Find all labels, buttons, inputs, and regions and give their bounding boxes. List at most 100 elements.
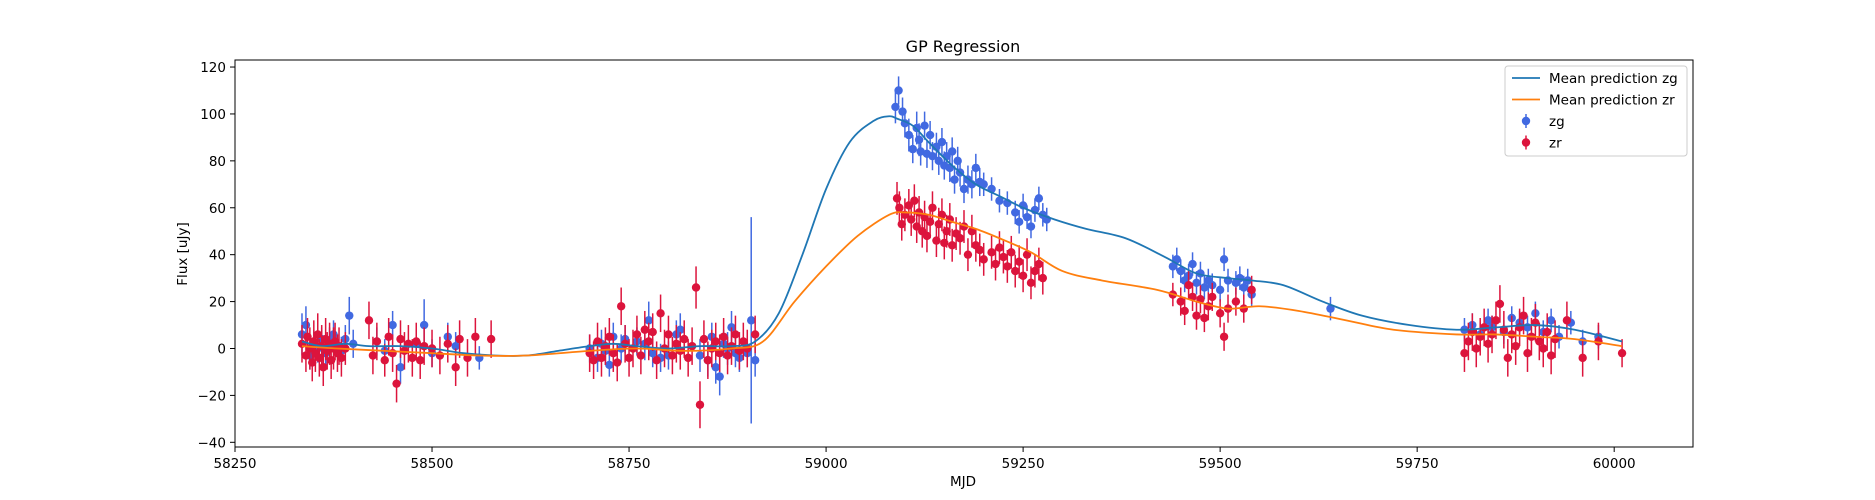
- data-point-zr: [380, 356, 389, 365]
- data-point-zg: [1026, 222, 1036, 231]
- data-point-zr: [691, 283, 701, 292]
- data-point-zg: [934, 156, 943, 166]
- data-point-zg: [1200, 283, 1209, 292]
- data-point-zr: [1523, 348, 1532, 358]
- data-point-zg: [1188, 259, 1197, 269]
- data-point-zg: [1326, 304, 1335, 313]
- legend: Mean prediction zg Mean prediction zr zg zr: [1504, 65, 1688, 157]
- data-point-zr: [664, 330, 673, 339]
- data-point-zg: [894, 86, 903, 95]
- data-point-zr: [1184, 280, 1193, 290]
- data-point-zg: [1483, 316, 1493, 325]
- data-point-zr: [400, 346, 409, 356]
- data-point-zr: [1483, 339, 1493, 348]
- data-point-zr: [416, 356, 425, 365]
- data-point-zr: [372, 337, 382, 346]
- data-point-zr: [695, 400, 705, 409]
- data-point-zr: [1200, 313, 1209, 323]
- data-point-zr: [616, 302, 626, 311]
- data-point-zr: [652, 356, 661, 365]
- data-point-zr: [605, 332, 614, 341]
- x-tick-label: 58500: [411, 456, 454, 472]
- data-point-zr: [319, 363, 328, 372]
- data-point-zg: [715, 372, 724, 381]
- legend-label: Mean prediction zg: [1549, 71, 1678, 87]
- data-point-zg: [648, 348, 657, 358]
- data-point-zg: [1192, 278, 1201, 288]
- data-point-zg: [388, 320, 397, 330]
- data-point-zr: [1519, 311, 1528, 320]
- data-point-zg: [750, 356, 760, 365]
- data-point-zg: [979, 180, 988, 189]
- x-tick-label: 60000: [1593, 456, 1636, 472]
- data-point-zr: [1231, 297, 1241, 306]
- data-point-zg: [1239, 283, 1248, 292]
- data-point-zr: [384, 332, 393, 341]
- x-axis: 58250 58500 58750 59000 59250 59500 59750 60000: [214, 447, 1636, 472]
- y-tick-label: 20: [209, 295, 226, 311]
- y-tick-label: 60: [209, 201, 226, 217]
- y-tick-label: 40: [209, 248, 226, 264]
- data-point-zg: [937, 137, 947, 147]
- data-point-zr: [613, 358, 622, 367]
- data-point-zr: [1192, 311, 1201, 320]
- data-point-zg: [1215, 285, 1225, 295]
- data-point-zr: [1219, 332, 1229, 341]
- data-point-zr: [928, 203, 937, 212]
- data-point-zg: [747, 316, 756, 325]
- data-point-zr: [897, 219, 906, 229]
- data-point-zr: [999, 252, 1008, 262]
- data-point-zr: [636, 351, 646, 360]
- data-point-zr: [1003, 262, 1012, 271]
- data-point-zg: [711, 363, 720, 372]
- y-tick-label: −20: [198, 388, 227, 404]
- data-point-zr: [715, 348, 724, 358]
- data-point-zr: [1014, 257, 1024, 266]
- data-point-zg: [451, 341, 460, 351]
- data-point-zr: [987, 248, 996, 257]
- data-point-zg: [727, 323, 736, 332]
- data-point-zr: [668, 351, 677, 360]
- data-point-zr: [672, 339, 681, 348]
- data-point-zr: [640, 325, 650, 334]
- data-point-zr: [703, 356, 713, 365]
- data-point-zr: [632, 330, 642, 339]
- data-point-zr: [1578, 353, 1587, 363]
- data-point-zr: [1011, 266, 1020, 276]
- data-point-zr: [455, 334, 464, 344]
- data-point-zr: [750, 330, 760, 339]
- data-point-zr: [995, 243, 1004, 252]
- data-point-zr: [644, 337, 653, 346]
- data-point-zr: [680, 334, 689, 344]
- data-point-zr: [609, 348, 618, 358]
- data-point-zg: [1219, 255, 1229, 264]
- y-tick-label: 100: [200, 107, 226, 123]
- x-tick-label: 58750: [608, 456, 651, 472]
- data-point-zg: [419, 320, 429, 330]
- data-point-zr: [922, 231, 932, 241]
- y-axis-label: Flux [uJy]: [175, 222, 191, 285]
- legend-label: zr: [1549, 136, 1562, 152]
- data-point-zr: [1208, 292, 1217, 302]
- y-tick-label: 0: [217, 341, 226, 357]
- data-point-zr: [699, 334, 709, 344]
- data-point-zr: [337, 353, 346, 363]
- data-point-zr: [1034, 259, 1044, 269]
- data-point-zr: [719, 332, 728, 341]
- data-point-zr: [1180, 306, 1189, 316]
- data-point-zr: [1007, 248, 1016, 257]
- data-point-zr: [368, 351, 378, 360]
- legend-label: zg: [1549, 114, 1565, 130]
- data-point-zg: [904, 130, 914, 140]
- data-point-zg: [644, 316, 653, 325]
- data-point-zg: [947, 147, 957, 156]
- data-point-zr: [991, 259, 1000, 269]
- data-point-zr: [937, 210, 947, 219]
- data-point-zr: [1026, 278, 1036, 288]
- data-point-zg: [995, 196, 1004, 205]
- series-zr-points: [297, 181, 1627, 429]
- legend-box: [1504, 65, 1688, 157]
- data-point-zr: [979, 255, 988, 264]
- data-point-zr: [419, 341, 429, 351]
